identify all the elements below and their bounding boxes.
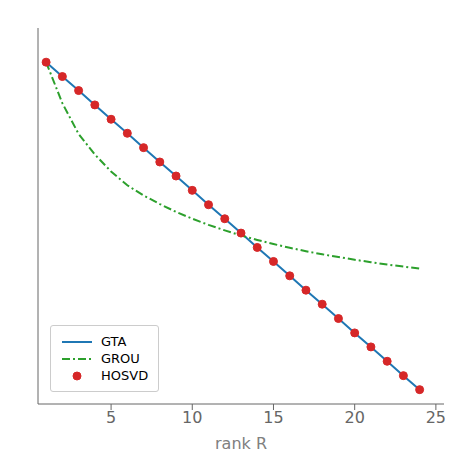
- svg-text:10: 10: [182, 408, 202, 427]
- svg-text:rank R: rank R: [215, 434, 267, 453]
- svg-text:20: 20: [345, 408, 365, 427]
- svg-text:25: 25: [426, 408, 446, 427]
- html-text:GTA: GTA: [101, 334, 127, 349]
- svg-text:15: 15: [263, 408, 283, 427]
- svg-text:5: 5: [106, 408, 116, 427]
- html-text:GROU: GROU: [101, 351, 140, 366]
- html-text:HOSVD: HOSVD: [101, 368, 149, 383]
